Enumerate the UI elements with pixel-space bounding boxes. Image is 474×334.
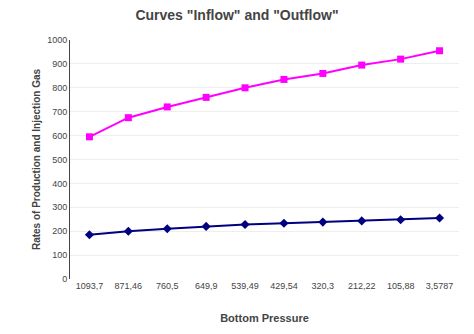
svg-text:200: 200 bbox=[52, 226, 67, 236]
svg-text:300: 300 bbox=[52, 202, 67, 212]
svg-text:429,54: 429,54 bbox=[270, 281, 298, 291]
svg-text:500: 500 bbox=[52, 155, 67, 165]
svg-text:1000: 1000 bbox=[47, 35, 67, 45]
svg-text:900: 900 bbox=[52, 59, 67, 69]
svg-text:Bottom Pressure: Bottom Pressure bbox=[220, 312, 309, 324]
svg-text:Curves "Inflow" and "Outflow": Curves "Inflow" and "Outflow" bbox=[135, 7, 338, 23]
svg-text:649,9: 649,9 bbox=[195, 281, 218, 291]
svg-text:600: 600 bbox=[52, 131, 67, 141]
svg-text:320,3: 320,3 bbox=[312, 281, 335, 291]
svg-text:700: 700 bbox=[52, 107, 67, 117]
svg-text:212,22: 212,22 bbox=[348, 281, 376, 291]
svg-text:400: 400 bbox=[52, 179, 67, 189]
svg-text:871,46: 871,46 bbox=[115, 281, 143, 291]
svg-text:3,5787: 3,5787 bbox=[426, 281, 454, 291]
svg-text:800: 800 bbox=[52, 83, 67, 93]
svg-text:1093,7: 1093,7 bbox=[76, 281, 104, 291]
svg-text:100: 100 bbox=[52, 250, 67, 260]
svg-text:760,5: 760,5 bbox=[156, 281, 179, 291]
svg-text:105,88: 105,88 bbox=[387, 281, 415, 291]
svg-text:Rates of Production and Inject: Rates of Production and Injection Gas bbox=[31, 68, 42, 250]
svg-text:0: 0 bbox=[62, 274, 67, 284]
svg-text:539,49: 539,49 bbox=[231, 281, 259, 291]
